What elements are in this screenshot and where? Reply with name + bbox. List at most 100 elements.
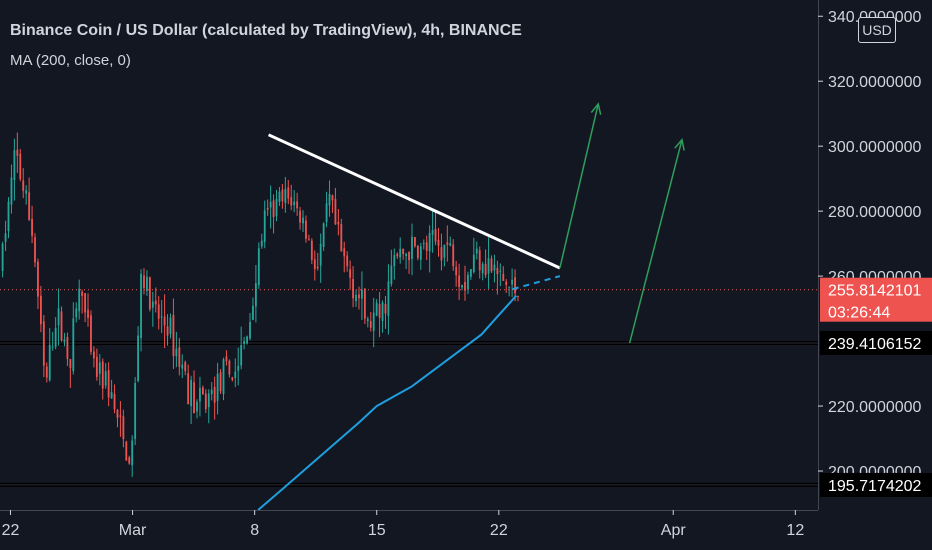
candle-body [422, 242, 425, 244]
candle-body [25, 190, 28, 194]
candle-body [184, 362, 187, 371]
candle-body [487, 258, 490, 274]
candle-body [63, 339, 66, 343]
candle-body [113, 393, 116, 410]
candle-body [340, 224, 343, 252]
time-axis-background [0, 510, 932, 550]
currency-button[interactable]: USD [858, 17, 896, 43]
candle-body [75, 308, 78, 318]
candle-body [425, 242, 428, 251]
candle-body [511, 279, 514, 285]
candle-body [10, 177, 13, 205]
candle-body [428, 233, 431, 252]
candle-body [458, 275, 461, 287]
candle-body [228, 360, 231, 375]
candle-body [42, 321, 45, 366]
descending-trendline[interactable] [267, 133, 561, 270]
indicator-label: MA (200, close, 0) [10, 52, 131, 69]
last-price-tag-bg [820, 277, 932, 322]
arrow-shaft-1 [628, 139, 683, 344]
candle-body [517, 295, 519, 297]
candle-body [69, 359, 72, 368]
candle-body [263, 210, 266, 242]
candle-body [490, 258, 493, 272]
candle-body [193, 382, 195, 414]
candle-body [408, 251, 410, 261]
candle-body [128, 457, 131, 464]
time-tick-label: Apr [661, 522, 687, 539]
candle-body [172, 314, 175, 356]
candle-body [310, 240, 313, 260]
level-price-tag-0-bg [820, 330, 932, 355]
candlesticks [1, 132, 519, 477]
candle-body [472, 254, 475, 273]
candle-body [481, 263, 484, 274]
candle-body [175, 348, 178, 357]
candle-body [181, 364, 184, 369]
candle-body [325, 203, 328, 223]
candle-body [196, 401, 198, 412]
candle-body [210, 389, 213, 395]
time-tick-label: 8 [250, 522, 259, 539]
candle-body [72, 318, 75, 372]
candle-body [254, 283, 257, 307]
candle-body [358, 294, 360, 299]
candle-body [110, 392, 113, 399]
price-tick-label: 320.0000000 [828, 74, 922, 91]
candle-body [54, 327, 57, 347]
candle-body [166, 326, 169, 336]
candle-body [378, 304, 381, 318]
candle-body [216, 373, 219, 401]
candle-body [475, 248, 478, 254]
candle-body [414, 236, 416, 247]
candle-body [28, 192, 31, 220]
candle-body [307, 239, 310, 241]
candle-body [122, 416, 125, 440]
price-axis[interactable]: 340.0000000320.0000000300.0000000280.000… [818, 0, 932, 550]
candle-body [443, 244, 446, 258]
candle-body [396, 253, 399, 257]
candle-body [363, 288, 366, 319]
price-tick-label: 280.0000000 [828, 204, 922, 221]
candle-body [19, 153, 22, 180]
candle-body [137, 335, 140, 381]
last-price-tag-text: 255.8142101 [828, 283, 922, 300]
candle-body [361, 289, 363, 299]
candle-body [411, 236, 413, 259]
candle-body [478, 250, 481, 271]
candle-body [31, 218, 33, 236]
time-axis[interactable]: 22 Mar 8 15 22 Apr 12 [0, 510, 932, 550]
horizontal-levels [0, 340, 818, 487]
candle-body [140, 273, 142, 338]
candle-body [402, 248, 405, 255]
candle-body [249, 321, 251, 339]
candle-body [322, 223, 325, 247]
candle-body [190, 379, 193, 407]
candle-body [90, 315, 92, 352]
candle-body [302, 217, 304, 224]
candle-body [434, 229, 437, 242]
candle-body [125, 441, 128, 461]
candle-body [101, 361, 104, 389]
candle-body [240, 345, 243, 366]
candle-body [148, 277, 151, 310]
candle-body [384, 304, 387, 314]
candle-body [328, 193, 331, 206]
candle-body [134, 382, 137, 439]
candle-body [60, 311, 63, 341]
candle-body [45, 366, 48, 378]
candle-body [440, 247, 443, 261]
candle-body [455, 266, 458, 276]
candle-body [252, 305, 254, 320]
candle-body [78, 288, 81, 312]
candle-body [349, 269, 352, 278]
candle-body [355, 294, 357, 302]
candle-body [499, 270, 502, 272]
candle-body [257, 248, 260, 286]
candle-body [299, 210, 301, 223]
candle-body [7, 201, 10, 232]
candle-body [231, 377, 234, 380]
candle-body [508, 286, 511, 288]
candle-body [178, 347, 181, 367]
